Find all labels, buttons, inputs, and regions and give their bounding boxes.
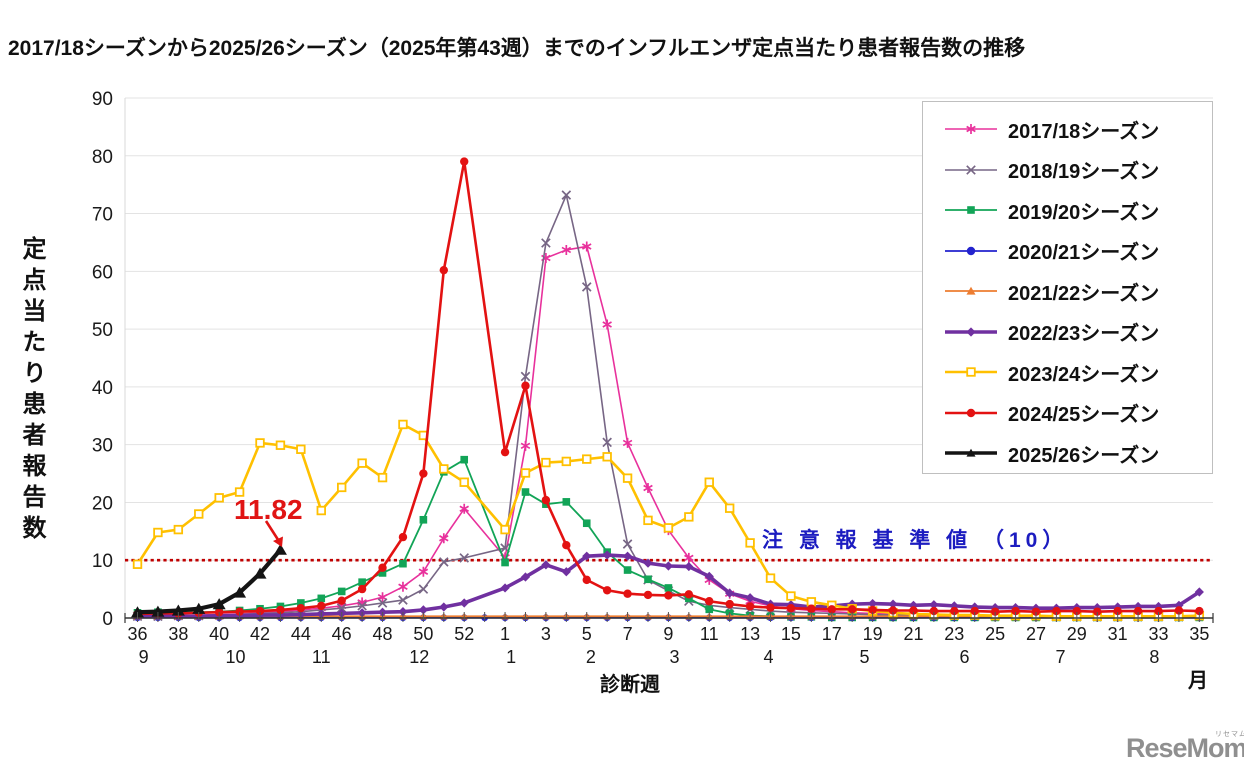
legend-label: 2024/25シーズン — [1008, 404, 1160, 427]
month-tick-label: 8 — [1149, 647, 1159, 667]
week-tick-label: 5 — [582, 624, 592, 644]
y-tick-label: 90 — [92, 89, 113, 110]
week-tick-label: 21 — [903, 624, 923, 644]
y-tick-label: 70 — [92, 205, 113, 226]
x-axis-title: 診断週 — [600, 674, 660, 696]
month-tick-label: 10 — [226, 647, 246, 667]
legend-item-2023/24シーズン: 2023/24シーズン — [943, 352, 1212, 393]
week-tick-label: 36 — [127, 624, 147, 644]
week-tick-label: 33 — [1148, 624, 1168, 644]
week-tick-label: 52 — [454, 624, 474, 644]
legend-item-2019/20シーズン: 2019/20シーズン — [943, 190, 1212, 231]
series-2025/26シーズン — [131, 543, 287, 618]
legend-item-2018/19シーズン: 2018/19シーズン — [943, 150, 1212, 191]
legend-item-2024/25シーズン: 2024/25シーズン — [943, 393, 1212, 434]
legend-swatch — [945, 367, 997, 377]
month-tick-label: 9 — [139, 647, 149, 667]
legend-label: 2019/20シーズン — [1008, 201, 1160, 224]
chart-title: 2017/18シーズンから2025/26シーズン（2025年第43週）までのイン… — [8, 37, 1026, 60]
week-tick-label: 27 — [1026, 624, 1046, 644]
week-tick-label: 19 — [863, 624, 883, 644]
legend-swatch — [945, 327, 997, 337]
legend-label: 2020/21シーズン — [1008, 242, 1160, 265]
y-tick-label: 60 — [92, 262, 113, 283]
week-tick-label: 13 — [740, 624, 760, 644]
week-tick-label: 46 — [332, 624, 352, 644]
month-tick-label: 5 — [859, 647, 869, 667]
week-tick-label: 35 — [1189, 624, 1209, 644]
week-tick-label: 44 — [291, 624, 311, 644]
annotation-arrowhead — [273, 536, 283, 547]
y-tick-label: 20 — [92, 493, 113, 514]
y-tick-label: 80 — [92, 147, 113, 168]
week-tick-label: 9 — [663, 624, 673, 644]
month-tick-label: 1 — [506, 647, 516, 667]
legend-label: 2018/19シーズン — [1008, 161, 1160, 184]
week-tick-label: 7 — [623, 624, 633, 644]
legend-swatch — [945, 206, 997, 215]
week-tick-label: 38 — [168, 624, 188, 644]
y-tick-label: 0 — [102, 609, 113, 630]
legend-item-2017/18シーズン: 2017/18シーズン — [943, 109, 1212, 150]
legend-item-2021/22シーズン: 2021/22シーズン — [943, 271, 1212, 312]
legend-swatch — [945, 408, 997, 417]
y-tick-label: 10 — [92, 551, 113, 572]
week-tick-label: 25 — [985, 624, 1005, 644]
week-tick-label: 11 — [700, 624, 719, 644]
legend-swatch — [945, 124, 997, 135]
y-tick-label: 30 — [92, 436, 113, 457]
week-tick-label: 3 — [541, 624, 551, 644]
month-unit-label: 月 — [1188, 670, 1208, 692]
month-tick-label: 3 — [670, 647, 680, 667]
legend-swatch — [945, 164, 997, 175]
month-tick-label: 4 — [763, 647, 773, 667]
week-tick-label: 23 — [944, 624, 964, 644]
legend-label: 2025/26シーズン — [1008, 444, 1160, 467]
legend-item-2020/21シーズン: 2020/21シーズン — [943, 231, 1212, 272]
legend-label: 2023/24シーズン — [1008, 363, 1160, 386]
resemom-logo: リセマム ReseMom. — [1126, 731, 1244, 764]
week-tick-label: 50 — [413, 624, 433, 644]
chart-legend: 2017/18シーズン 2018/19シーズン 2019/20シーズン 2020/21… — [922, 101, 1213, 474]
month-tick-label: 11 — [312, 647, 331, 667]
y-axis-label: 定点当たり患者報告数 — [18, 236, 45, 546]
resemom-logo-text: ReseMom. — [1126, 733, 1244, 763]
week-tick-label: 31 — [1108, 624, 1128, 644]
week-tick-label: 29 — [1067, 624, 1087, 644]
month-tick-label: 2 — [586, 647, 596, 667]
week-tick-label: 40 — [209, 624, 229, 644]
month-tick-label: 7 — [1055, 647, 1065, 667]
y-tick-label: 40 — [92, 378, 113, 399]
annotation-arrow — [264, 520, 281, 543]
week-tick-label: 48 — [373, 624, 393, 644]
week-tick-label: 42 — [250, 624, 270, 644]
month-tick-label: 6 — [960, 647, 970, 667]
legend-swatch — [945, 246, 997, 255]
latest-value-annotation: 11.82 — [234, 494, 303, 525]
week-tick-label: 17 — [822, 624, 842, 644]
week-tick-label: 15 — [781, 624, 801, 644]
series-2024/25シーズン — [133, 157, 1204, 619]
week-tick-label: 1 — [500, 624, 510, 644]
y-tick-label: 50 — [92, 320, 113, 341]
legend-label: 2022/23シーズン — [1008, 323, 1160, 346]
legend-item-2022/23シーズン: 2022/23シーズン — [943, 312, 1212, 353]
legend-label: 2021/22シーズン — [1008, 282, 1160, 305]
legend-item-2025/26シーズン: 2025/26シーズン — [943, 433, 1212, 474]
alert-threshold-label: 注 意 報 基 準 値 （10） — [762, 529, 1069, 552]
month-tick-label: 12 — [409, 647, 429, 667]
legend-label: 2017/18シーズン — [1008, 120, 1160, 143]
legend-swatch — [945, 287, 997, 295]
legend-swatch — [945, 449, 997, 457]
resemom-logo-ruby: リセマム — [1215, 731, 1244, 738]
